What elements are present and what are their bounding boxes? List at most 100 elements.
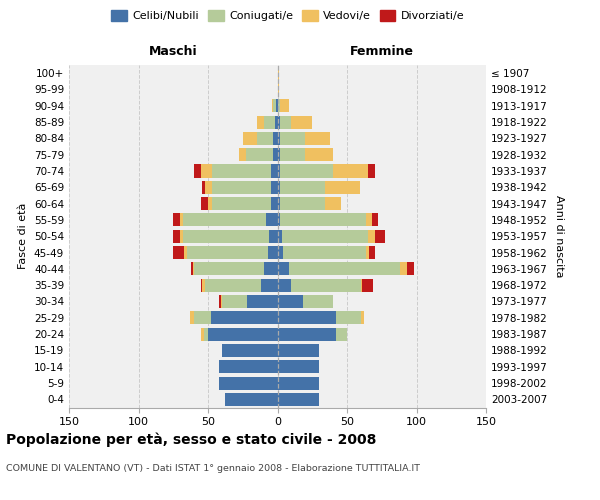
Bar — [368, 164, 375, 177]
Bar — [208, 328, 277, 340]
Bar — [361, 312, 364, 324]
Bar — [239, 148, 245, 161]
Bar — [268, 246, 277, 259]
Bar — [292, 116, 312, 128]
Bar — [281, 230, 368, 243]
Bar — [277, 393, 319, 406]
Bar — [277, 197, 280, 210]
Bar — [277, 278, 292, 291]
Bar — [280, 214, 367, 226]
Bar — [219, 360, 277, 373]
Bar — [368, 230, 375, 243]
Bar — [204, 328, 208, 340]
Bar — [375, 230, 385, 243]
Bar — [280, 164, 333, 177]
Bar — [277, 328, 336, 340]
Bar — [276, 99, 277, 112]
Bar — [201, 164, 212, 177]
Bar — [277, 295, 302, 308]
Bar — [325, 197, 341, 210]
Bar — [277, 376, 319, 390]
Bar — [277, 132, 280, 145]
Bar — [184, 246, 187, 259]
Bar — [193, 262, 194, 276]
Bar — [269, 230, 277, 243]
Bar — [183, 230, 269, 243]
Y-axis label: Fasce di età: Fasce di età — [19, 203, 28, 270]
Bar — [277, 312, 336, 324]
Bar — [277, 99, 280, 112]
Bar — [219, 295, 221, 308]
Bar — [208, 197, 212, 210]
Bar — [212, 164, 271, 177]
Bar — [400, 262, 407, 276]
Bar — [194, 164, 201, 177]
Bar — [292, 278, 361, 291]
Bar — [275, 116, 277, 128]
Bar — [277, 262, 289, 276]
Bar — [266, 214, 277, 226]
Bar — [277, 164, 280, 177]
Bar — [221, 295, 222, 308]
Bar — [325, 181, 359, 194]
Bar — [280, 116, 292, 128]
Bar — [180, 230, 183, 243]
Bar — [271, 164, 277, 177]
Bar — [277, 83, 279, 96]
Bar — [336, 312, 361, 324]
Bar — [191, 262, 193, 276]
Bar — [362, 278, 373, 291]
Bar — [212, 197, 271, 210]
Bar — [336, 328, 347, 340]
Bar — [277, 344, 319, 357]
Bar — [277, 181, 280, 194]
Bar — [187, 246, 268, 259]
Bar — [173, 214, 180, 226]
Bar — [190, 312, 194, 324]
Bar — [333, 164, 368, 177]
Legend: Celibi/Nubili, Coniugati/e, Vedovi/e, Divorziati/e: Celibi/Nubili, Coniugati/e, Vedovi/e, Di… — [107, 6, 469, 25]
Bar — [173, 230, 180, 243]
Bar — [263, 262, 277, 276]
Bar — [205, 278, 261, 291]
Bar — [277, 214, 280, 226]
Bar — [280, 132, 305, 145]
Bar — [369, 246, 375, 259]
Bar — [280, 197, 325, 210]
Bar — [222, 295, 247, 308]
Bar — [367, 246, 369, 259]
Bar — [272, 99, 274, 112]
Bar — [277, 116, 280, 128]
Bar — [201, 328, 204, 340]
Bar — [274, 132, 277, 145]
Bar — [222, 344, 277, 357]
Bar — [183, 214, 266, 226]
Text: Maschi: Maschi — [149, 46, 197, 59]
Bar — [277, 66, 279, 80]
Bar — [180, 214, 183, 226]
Bar — [201, 278, 202, 291]
Text: Popolazione per età, sesso e stato civile - 2008: Popolazione per età, sesso e stato civil… — [6, 432, 376, 447]
Bar — [212, 181, 271, 194]
Bar — [277, 148, 280, 161]
Bar — [367, 214, 372, 226]
Bar — [173, 246, 184, 259]
Text: COMUNE DI VALENTANO (VT) - Dati ISTAT 1° gennaio 2008 - Elaborazione TUTTITALIA.: COMUNE DI VALENTANO (VT) - Dati ISTAT 1°… — [6, 464, 420, 473]
Bar — [202, 278, 205, 291]
Bar — [205, 181, 212, 194]
Bar — [289, 262, 400, 276]
Bar — [407, 262, 414, 276]
Bar — [280, 99, 289, 112]
Bar — [219, 376, 277, 390]
Bar — [280, 181, 325, 194]
Text: Femmine: Femmine — [350, 46, 414, 59]
Bar — [305, 148, 333, 161]
Bar — [257, 116, 263, 128]
Bar — [261, 278, 277, 291]
Bar — [361, 278, 362, 291]
Y-axis label: Anni di nascita: Anni di nascita — [554, 195, 564, 278]
Bar — [257, 132, 274, 145]
Bar — [305, 132, 331, 145]
Bar — [211, 312, 277, 324]
Bar — [202, 181, 205, 194]
